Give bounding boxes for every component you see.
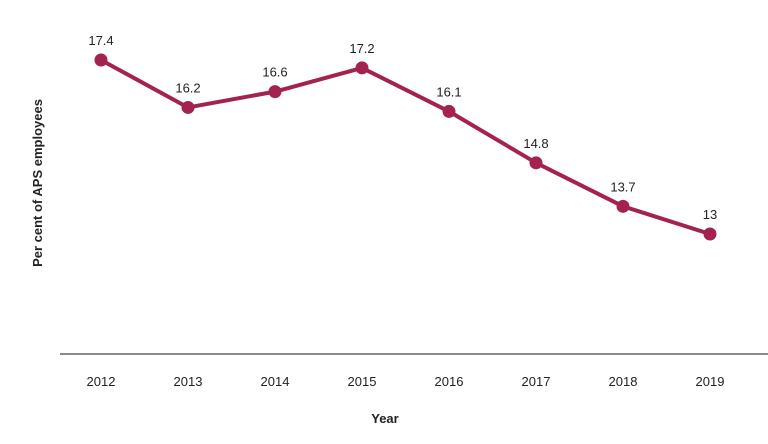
- data-point: [616, 199, 630, 213]
- x-tick-labels: 2012 2013 2014 2015 2016 2017 2018 2019: [87, 374, 725, 389]
- x-tick-label: 2017: [522, 374, 551, 389]
- x-tick-label: 2014: [261, 374, 290, 389]
- y-axis-title: Per cent of APS employees: [30, 99, 45, 267]
- data-point: [181, 100, 195, 114]
- x-tick-label: 2016: [435, 374, 464, 389]
- x-tick-label: 2019: [696, 374, 725, 389]
- series-line: [99, 58, 712, 236]
- data-point: [442, 104, 456, 118]
- data-point: [355, 61, 369, 75]
- x-tick-label: 2018: [609, 374, 638, 389]
- data-label: 16.2: [175, 80, 200, 95]
- data-label: 14.8: [523, 136, 548, 151]
- data-point: [529, 156, 543, 170]
- data-label: 16.1: [436, 84, 461, 99]
- x-axis-title: Year: [371, 411, 398, 426]
- data-label: 16.6: [262, 65, 287, 80]
- data-labels: 17.4 16.2 16.6 17.2 16.1 14.8 13.7 13: [88, 33, 717, 222]
- data-label: 17.4: [88, 33, 113, 48]
- data-label: 17.2: [349, 41, 374, 56]
- data-points: [94, 53, 717, 241]
- data-point: [94, 53, 108, 67]
- data-label: 13: [703, 207, 717, 222]
- x-tick-label: 2012: [87, 374, 116, 389]
- data-point: [268, 85, 282, 99]
- data-point: [703, 227, 717, 241]
- x-tick-label: 2015: [348, 374, 377, 389]
- data-label: 13.7: [610, 179, 635, 194]
- x-tick-label: 2013: [174, 374, 203, 389]
